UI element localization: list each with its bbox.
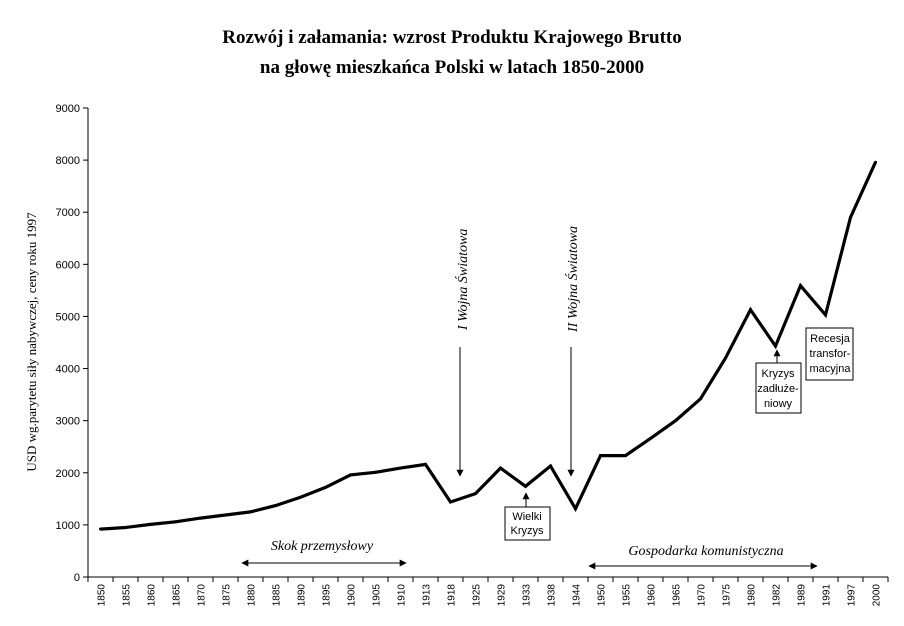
y-tick-label: 1000 [56,520,80,532]
data-point-1905 [374,470,377,474]
x-tick-label: 1980 [747,584,758,607]
y-tick-label: 6000 [56,259,80,271]
data-point-1991 [824,313,827,317]
debt-crisis-line1: Kryzys [762,368,796,380]
y-tick-label: 5000 [56,311,80,323]
box-debt-crisis [755,362,802,414]
data-point-1885 [274,504,277,508]
x-tick-label: 1890 [297,584,308,607]
x-tick-label: 1895 [322,584,333,607]
x-tick-label: 1905 [372,584,383,607]
data-point-2000 [874,160,877,164]
x-tick-label: 1865 [172,584,183,607]
x-tick-label: 1970 [697,584,708,607]
box-transformation [805,327,854,381]
x-tick-label: 1965 [672,584,683,607]
axes [87,108,888,578]
debt-crisis-line3: niowy [764,398,793,410]
data-point-1997 [849,215,852,219]
great-depression-line1: Wielki [512,511,541,523]
x-tick-label: 1938 [547,584,558,607]
data-point-1955 [624,454,627,458]
data-point-1895 [324,485,327,489]
data-point-1929 [499,466,502,470]
gdp-series-line [100,161,877,531]
box-great-depression [504,506,551,541]
data-point-1918 [449,500,452,504]
x-tick-label: 1950 [597,584,608,607]
transformation-line3: macyjna [810,363,852,375]
data-point-1880 [249,510,252,514]
annotation-industrial-leap: Skok przemysłowy [271,539,374,554]
data-point-1960 [649,436,652,440]
x-tick-label: 1989 [797,584,808,607]
data-point-1980 [749,308,752,312]
x-tick-label: 1982 [772,584,783,607]
annotation-communist-economy: Gospodarka komunistyczna [628,544,783,559]
data-point-1965 [674,419,677,423]
x-tick-label: 1991 [822,584,833,607]
x-tick-label: 1929 [497,584,508,607]
chart-title: Rozwój i załamania: wzrost Produktu Kraj… [222,27,681,48]
data-point-1900 [349,473,352,477]
y-tick-label: 3000 [56,416,80,428]
great-depression-line2: Kryzys [511,525,545,537]
x-tick-label: 1933 [522,584,533,607]
x-tick-label: 1975 [722,584,733,607]
y-tick-label: 7000 [56,207,80,219]
x-tick-label: 1918 [447,584,458,607]
x-tick-label: 1900 [347,584,358,607]
y-tick-label: 0 [74,572,80,584]
data-point-1982 [774,344,777,348]
data-point-1850 [99,527,102,531]
x-tick-label: 1955 [622,584,633,607]
annotation-ww1: I Wojna Światowa [454,229,471,331]
x-tick-label: 1944 [572,584,583,607]
y-tick-label: 8000 [56,155,80,167]
x-tick-label: 2000 [872,584,883,607]
data-point-1890 [299,495,302,499]
x-tick-label: 1850 [97,584,108,607]
data-point-1870 [199,516,202,520]
data-point-1865 [174,520,177,524]
y-tick-label: 2000 [56,468,80,480]
x-tick-label: 1860 [147,584,158,607]
data-point-1913 [424,462,427,466]
x-tick-label: 1997 [847,584,858,607]
data-point-1860 [149,522,152,526]
x-ticks: 1850 1855 1860 1865 1870 1875 1880 1885 1890 1895… [87,577,889,607]
y-tick-label: 9000 [56,103,80,115]
y-axis-label: USD wg.parytetu siły nabywczej, ceny rok… [24,212,39,472]
y-tick-label: 4000 [56,364,80,376]
data-point-1944 [574,507,577,511]
chart-subtitle: na głowę mieszkańca Polski w latach 1850… [260,57,644,78]
transformation-line1: Recesja [810,333,851,345]
x-tick-label: 1870 [197,584,208,607]
data-point-1910 [399,466,402,470]
x-tick-label: 1960 [647,584,658,607]
x-tick-label: 1875 [222,584,233,607]
data-point-1938 [549,464,552,468]
data-point-1989 [799,284,802,288]
data-point-1933 [524,484,527,488]
x-tick-label: 1910 [397,584,408,607]
data-point-1975 [724,356,727,360]
annotation-ww2: II Wojna Światowa [564,226,581,333]
x-tick-label: 1880 [247,584,258,607]
data-point-1875 [224,513,227,517]
x-tick-label: 1913 [422,584,433,607]
data-point-1925 [474,492,477,496]
data-point-1950 [599,454,602,458]
transformation-line2: transfor- [810,348,851,360]
y-ticks: 0 1000 2000 3000 4000 5000 6000 7000 8000 9000 [56,103,88,584]
data-points [99,160,877,531]
x-tick-label: 1885 [272,584,283,607]
data-point-1970 [699,397,702,401]
debt-crisis-line2: zadłuże- [757,383,799,395]
x-tick-label: 1855 [122,584,133,607]
data-point-1855 [124,525,127,529]
x-tick-label: 1925 [472,584,483,607]
